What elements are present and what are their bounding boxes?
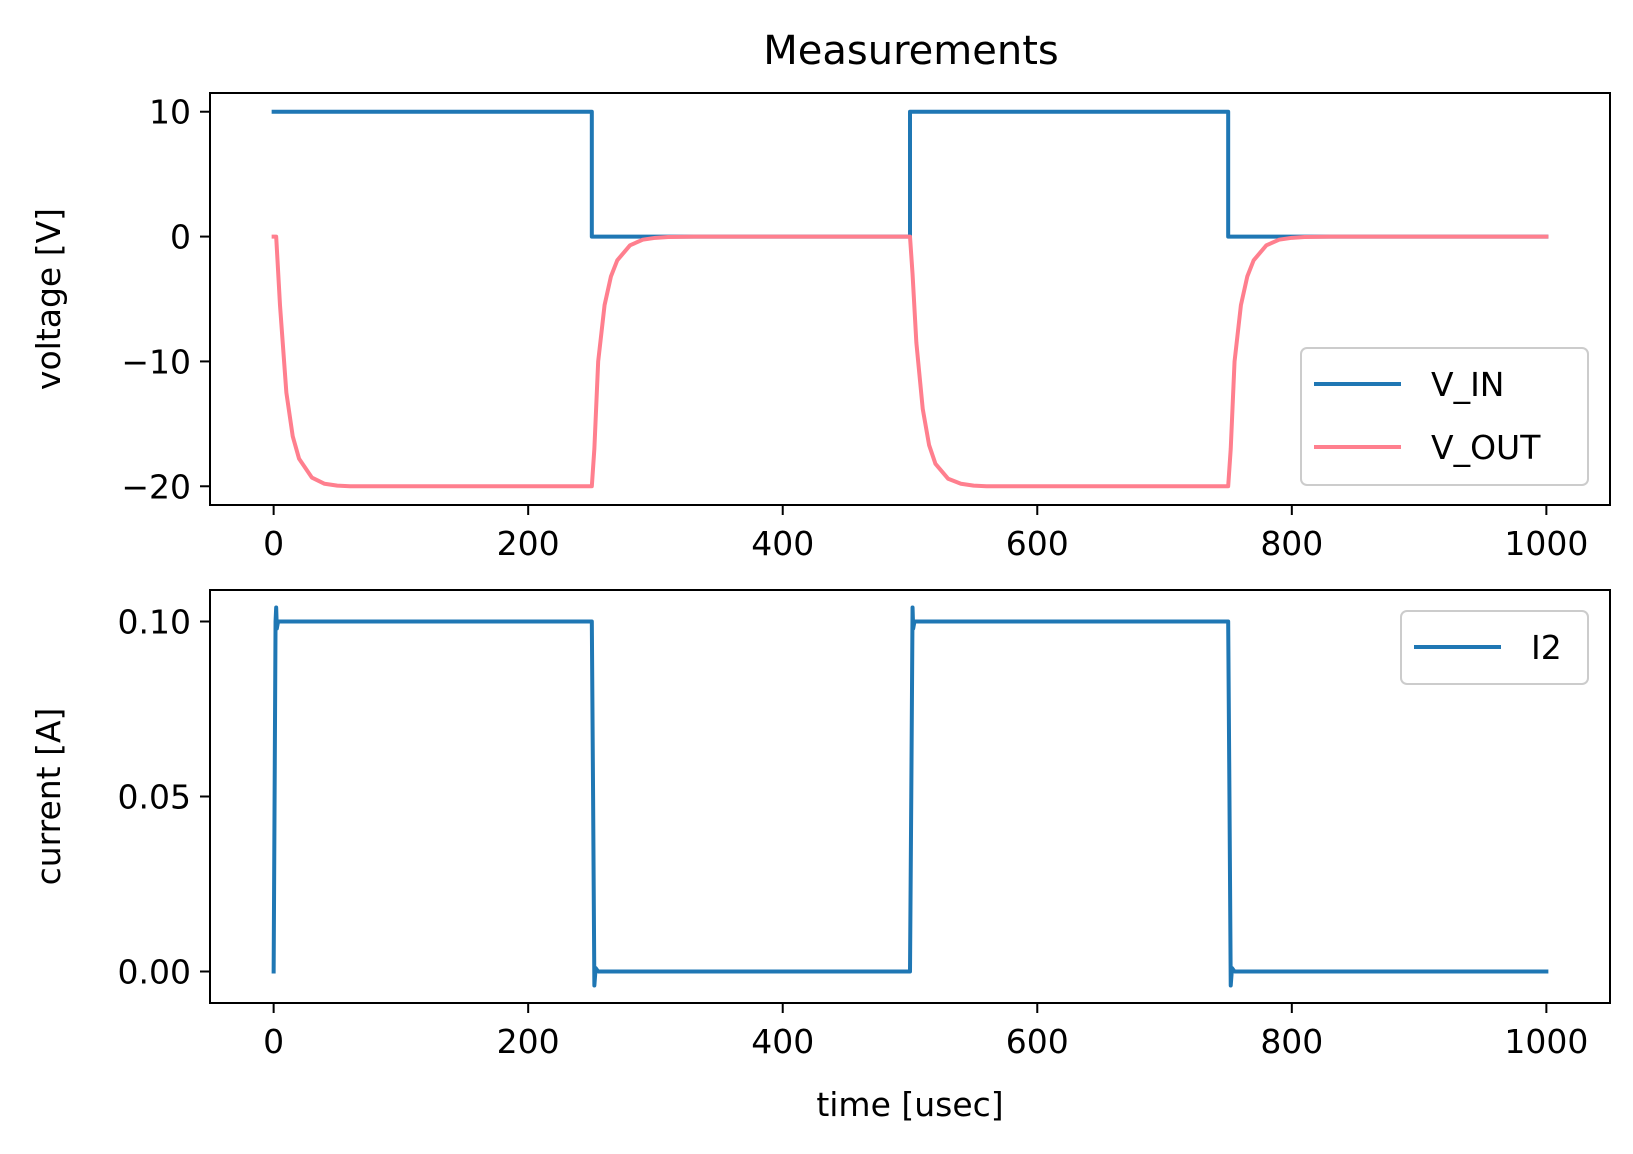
series-line-i2	[271, 605, 1549, 988]
legend-label: I2	[1531, 628, 1562, 667]
x-tick-label: 600	[1006, 524, 1069, 563]
x-tick-label: 800	[1260, 524, 1323, 563]
legend-label: V_OUT	[1431, 428, 1541, 467]
y-tick-label: 0.10	[118, 603, 191, 642]
x-tick-label: 1000	[1504, 1022, 1588, 1061]
y-tick-label: 0	[170, 218, 191, 257]
y-tick-label: 0.00	[118, 953, 191, 992]
x-tick-label: 800	[1260, 1022, 1323, 1061]
plot-area	[271, 605, 1549, 988]
series-line-v-out	[271, 234, 1549, 489]
x-tick-label: 200	[497, 1022, 560, 1061]
y-tick-label: −20	[121, 467, 191, 506]
voltage-panel: 0 200 400 600 800 1000 10 0 −10 −20 voltage [V] V_I…	[29, 92, 1611, 563]
y-tick-label: 0.05	[118, 778, 191, 817]
y-tick-label: 10	[149, 93, 191, 132]
x-tick-label: 400	[751, 1022, 814, 1061]
current-panel: 0 200 400 600 800 1000 0.10 0.05 0.00 current [A]…	[29, 589, 1611, 1124]
legend: I2	[1400, 610, 1589, 685]
x-tick-label: 200	[497, 524, 560, 563]
series-line-v-in	[271, 109, 1549, 239]
axes-frame	[209, 92, 1611, 506]
x-tick-label: 0	[263, 1022, 284, 1061]
plot-area	[271, 109, 1549, 489]
x-tick-label: 600	[1006, 1022, 1069, 1061]
x-tick-label: 400	[751, 524, 814, 563]
x-axis-label: time [usec]	[816, 1085, 1003, 1124]
chart-title: Measurements	[763, 28, 1058, 74]
x-tick-label: 1000	[1504, 524, 1588, 563]
y-tick-label: −10	[121, 342, 191, 381]
x-tick-label: 0	[263, 524, 284, 563]
y-axis-label: voltage [V]	[29, 208, 68, 390]
legend-label: V_IN	[1431, 365, 1505, 404]
legend: V_IN V_OUT	[1300, 347, 1589, 486]
y-axis-label: current [A]	[29, 708, 68, 886]
